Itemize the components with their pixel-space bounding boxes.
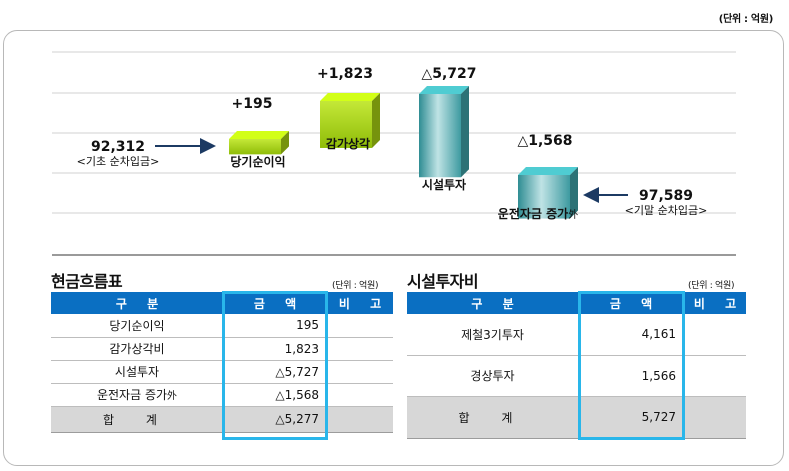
bar-side xyxy=(281,131,289,155)
row-note xyxy=(684,355,746,397)
table-row: 당기순이익 195 xyxy=(51,314,393,338)
total-amount: 5,727 xyxy=(578,395,684,439)
total-note xyxy=(327,405,393,433)
header-note: 비 고 xyxy=(327,292,393,314)
row-note xyxy=(684,314,746,356)
capex-table-unit: (단위 : 억원) xyxy=(688,281,735,291)
waterfall-bar xyxy=(518,167,578,219)
end-value: 97,589 xyxy=(639,188,693,204)
bar-label-4: 운전자금 증가外 xyxy=(498,206,578,221)
waterfall-bar xyxy=(229,131,289,155)
table-row: 운전자금 증가外 △1,568 xyxy=(51,383,393,407)
row-item: 경상투자 xyxy=(407,355,578,397)
start-value: 92,312 xyxy=(91,139,145,155)
table-row: 경상투자 1,566 xyxy=(407,355,746,397)
row-amount: △5,727 xyxy=(223,360,327,384)
table-row: 감가상각비 1,823 xyxy=(51,337,393,361)
table-header-row: 구 분 금 액 비 고 xyxy=(407,292,746,314)
waterfall-bar xyxy=(320,93,380,148)
cashflow-table-title: 현금흐름표 xyxy=(51,272,123,291)
row-note xyxy=(327,383,393,407)
table-total-row: 합 계 △5,277 xyxy=(51,405,393,433)
bar-value-3: △5,727 xyxy=(421,66,476,82)
capex-table: 구 분 금 액 비 고 제철3기투자 4,161 경상투자 1,566 합 계 … xyxy=(407,292,746,439)
header-category: 구 분 xyxy=(407,292,578,314)
bar-side xyxy=(372,93,380,148)
bar-value-4: △1,568 xyxy=(517,133,572,149)
bar-front xyxy=(419,94,461,178)
bars-group xyxy=(229,86,578,219)
row-amount: 195 xyxy=(223,314,327,338)
total-item: 합 계 xyxy=(51,405,223,433)
bar-side xyxy=(570,167,578,219)
table-row: 제철3기투자 4,161 xyxy=(407,314,746,356)
waterfall-chart: 92,312 <기초 순차입금> 97,589 <기말 순차입금> 당기순이익 … xyxy=(52,51,736,256)
bar-label-1: 당기순이익 xyxy=(230,154,285,169)
bar-front xyxy=(518,175,570,219)
table-total-row: 합 계 5,727 xyxy=(407,395,746,439)
table-row: 시설투자 △5,727 xyxy=(51,360,393,384)
total-amount: △5,277 xyxy=(223,405,327,433)
row-note xyxy=(327,314,393,338)
row-item: 시설투자 xyxy=(51,360,223,384)
row-item: 운전자금 증가外 xyxy=(51,383,223,407)
row-amount: 1,823 xyxy=(223,337,327,361)
total-note xyxy=(684,395,746,439)
row-item: 감가상각비 xyxy=(51,337,223,361)
bar-front xyxy=(229,139,281,155)
bar-top xyxy=(419,86,469,94)
waterfall-bar xyxy=(419,86,469,178)
cashflow-table-unit: (단위 : 억원) xyxy=(332,281,379,291)
bar-top xyxy=(518,167,578,175)
bar-top xyxy=(229,131,289,139)
unit-label-top: (단위 : 억원) xyxy=(718,14,774,25)
bar-side xyxy=(461,86,469,178)
row-item: 제철3기투자 xyxy=(407,314,578,356)
row-item: 당기순이익 xyxy=(51,314,223,338)
content-frame xyxy=(3,30,784,466)
end-label: <기말 순차입금> xyxy=(625,204,708,217)
bar-front xyxy=(320,101,372,148)
bar-value-2: +1,823 xyxy=(317,66,373,82)
gridlines xyxy=(52,51,736,214)
row-note xyxy=(327,360,393,384)
header-note: 비 고 xyxy=(684,292,746,314)
row-amount: 4,161 xyxy=(578,314,684,356)
start-label: <기초 순차입금> xyxy=(77,155,160,168)
table-header-row: 구 분 금 액 비 고 xyxy=(51,292,393,314)
header-amount: 금 액 xyxy=(223,292,327,314)
bar-label-3: 시설투자 xyxy=(422,177,466,192)
row-amount: △1,568 xyxy=(223,383,327,407)
header-category: 구 분 xyxy=(51,292,223,314)
cashflow-table: 구 분 금 액 비 고 당기순이익 195 감가상각비 1,823 시설투자 △… xyxy=(51,292,393,433)
header-amount: 금 액 xyxy=(578,292,684,314)
row-note xyxy=(327,337,393,361)
bar-top xyxy=(320,93,380,101)
bar-value-1: +195 xyxy=(232,96,273,112)
capex-table-title: 시설투자비 xyxy=(407,272,479,291)
bar-label-2: 감가상각 xyxy=(326,136,370,151)
total-item: 합 계 xyxy=(407,395,578,439)
row-amount: 1,566 xyxy=(578,355,684,397)
